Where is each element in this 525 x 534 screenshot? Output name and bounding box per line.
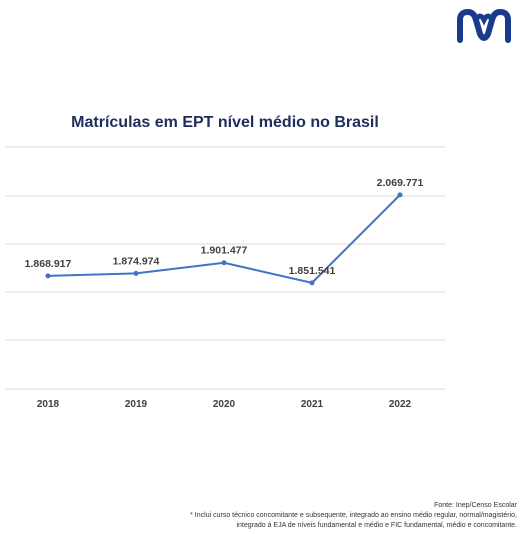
chart-title: Matrículas em EPT nível médio no Brasil [71, 114, 379, 131]
data-label-2022: 2.069.771 [377, 177, 424, 189]
data-label-2018: 1.868.917 [25, 258, 72, 270]
x-tick-2018: 2018 [37, 399, 60, 410]
x-tick-2019: 2019 [125, 399, 148, 410]
footnote-line-1: * Inclui curso técnico concomitante e su… [190, 512, 517, 519]
footnote-line-2: integrado à EJA de níveis fundamental e … [236, 522, 517, 529]
data-point-2018 [45, 273, 51, 279]
data-point-2020 [221, 260, 227, 266]
data-label-2020: 1.901.477 [201, 245, 248, 257]
series-line [47, 194, 401, 284]
data-point-2019 [133, 270, 139, 276]
brand-m-logo [457, 9, 511, 43]
data-point-2022 [397, 192, 403, 198]
x-tick-2021: 2021 [301, 399, 324, 410]
data-label-2019: 1.874.974 [113, 255, 160, 267]
data-label-2021: 1.851.541 [289, 265, 336, 277]
x-tick-2020: 2020 [213, 399, 236, 410]
x-tick-2022: 2022 [389, 399, 412, 410]
source-note: Fonte: Inep/Censo Escolar [434, 502, 517, 509]
chart-footer: Fonte: Inep/Censo Escolar * Inclui curso… [97, 501, 517, 531]
data-point-2021 [309, 280, 315, 286]
